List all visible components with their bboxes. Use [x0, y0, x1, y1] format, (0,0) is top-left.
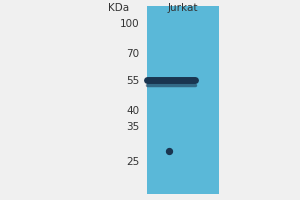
- Text: 25: 25: [126, 157, 140, 167]
- Text: 70: 70: [126, 49, 140, 59]
- Text: 55: 55: [126, 76, 140, 86]
- Text: 40: 40: [126, 106, 140, 116]
- Text: 100: 100: [120, 19, 140, 29]
- Bar: [147, 6, 219, 194]
- Point: [167, 149, 172, 153]
- Text: Jurkat: Jurkat: [168, 3, 198, 13]
- Text: KDa: KDa: [108, 3, 129, 13]
- Text: 35: 35: [126, 122, 140, 132]
